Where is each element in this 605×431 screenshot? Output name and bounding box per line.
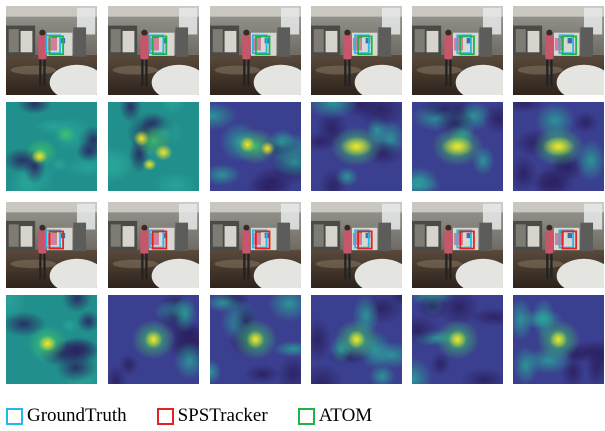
atom-response-map-4 — [311, 102, 402, 191]
legend: GroundTruth SPSTracker ATOM — [6, 404, 601, 428]
figure-grid — [6, 6, 604, 384]
spstracker-response-map-4 — [311, 295, 402, 384]
spstracker-response-map-3 — [210, 295, 301, 384]
spstracker-response-map-1 — [6, 295, 97, 384]
atom-response-map-5 — [412, 102, 503, 191]
legend-item-spstracker: SPSTracker — [156, 405, 268, 427]
legend-label-atom: ATOM — [318, 405, 373, 426]
legend-swatch-spstracker — [156, 407, 174, 425]
atom-frame-2 — [108, 6, 199, 95]
atom-response-map-6 — [513, 102, 604, 191]
atom-response-map-2 — [108, 102, 199, 191]
atom-frame-3 — [210, 6, 301, 95]
spstracker-frame-3 — [210, 202, 301, 288]
atom-response-map-3 — [210, 102, 301, 191]
spstracker-frame-2 — [108, 202, 199, 288]
atom-frame-1 — [6, 6, 97, 95]
spstracker-response-map-6 — [513, 295, 604, 384]
atom-frame-6 — [513, 6, 604, 95]
atom-response-map-1 — [6, 102, 97, 191]
legend-swatch-atom — [297, 407, 315, 425]
atom-frame-5 — [412, 6, 503, 95]
spstracker-frame-5 — [412, 202, 503, 288]
spstracker-response-map-2 — [108, 295, 199, 384]
spstracker-frame-4 — [311, 202, 402, 288]
legend-item-atom: ATOM — [297, 405, 373, 427]
atom-frame-4 — [311, 6, 402, 95]
spstracker-frame-1 — [6, 202, 97, 288]
legend-swatch-groundtruth — [6, 407, 23, 425]
legend-label-spstracker: SPSTracker — [177, 405, 268, 426]
legend-label-groundtruth: GroundTruth — [27, 405, 127, 426]
legend-item-groundtruth: GroundTruth — [6, 405, 127, 427]
spstracker-frame-6 — [513, 202, 604, 288]
spstracker-response-map-5 — [412, 295, 503, 384]
